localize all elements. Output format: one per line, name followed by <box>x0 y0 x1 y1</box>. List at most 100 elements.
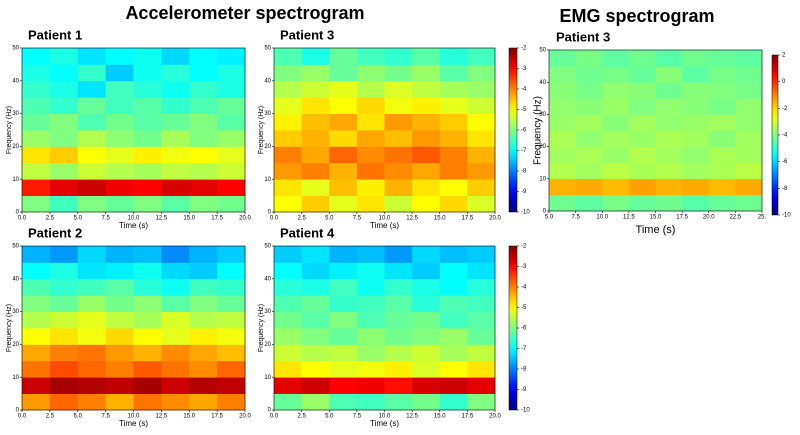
heatmap-cell <box>412 64 441 82</box>
heatmap-cell <box>549 178 577 196</box>
heatmap-cell <box>105 162 134 180</box>
heatmap-cell <box>735 98 763 115</box>
heatmap-cell <box>161 162 190 180</box>
heatmap-cell <box>301 130 330 147</box>
y-tick-label: 30 <box>264 309 271 315</box>
heatmap-cell <box>274 246 303 263</box>
heatmap-cell <box>22 80 51 98</box>
y-tick-label: 50 <box>264 244 271 250</box>
heatmap-cell <box>22 162 51 180</box>
heatmap-cell <box>329 195 358 213</box>
heatmap-cell <box>133 146 162 164</box>
x-tick-label: 10.0 <box>379 216 391 222</box>
colorbar <box>508 47 518 213</box>
heatmap-cell <box>189 360 218 378</box>
heatmap-cell <box>549 82 577 99</box>
heatmap-cell <box>356 311 385 329</box>
heatmap-cell <box>412 146 441 164</box>
heatmap-cell <box>356 48 385 65</box>
heatmap-cell <box>217 97 246 114</box>
heatmap-cell <box>161 295 190 312</box>
heatmap-cell <box>105 80 134 98</box>
heatmap-cell <box>49 377 79 394</box>
x-tick-label: 7.5 <box>353 216 362 222</box>
heatmap-cell <box>602 50 630 67</box>
heatmap-cell <box>217 393 246 411</box>
y-tick-label: 30 <box>539 112 546 118</box>
heatmap-cell <box>356 393 385 411</box>
heatmap-cell <box>575 130 603 147</box>
heatmap-cell <box>161 179 190 196</box>
heatmap-cell <box>735 82 763 99</box>
heatmap-cell <box>22 377 51 394</box>
heatmap-cell <box>189 130 218 147</box>
heatmap-cell <box>655 178 683 196</box>
heatmap <box>22 246 246 411</box>
x-tick-label: 2.5 <box>297 414 306 420</box>
heatmap-cell <box>217 80 246 98</box>
heatmap-cell <box>329 48 358 65</box>
heatmap-cell <box>549 130 577 147</box>
heatmap-cell <box>133 130 162 147</box>
x-tick-label: 15.0 <box>434 414 446 420</box>
heatmap-cell <box>77 97 107 114</box>
heatmap-cell <box>49 328 79 345</box>
heatmap-cell <box>628 98 656 115</box>
heatmap-cell <box>189 162 218 180</box>
x-tick-label: 17.5 <box>462 216 474 222</box>
heatmap-cell <box>133 278 162 296</box>
heatmap-cell <box>467 311 496 329</box>
heatmap-cell <box>105 246 134 263</box>
colorbar-tick-label: -4 <box>782 133 788 139</box>
heatmap-cell <box>467 344 496 362</box>
heatmap-cell <box>77 80 107 98</box>
heatmap-cell <box>274 80 303 98</box>
heatmap-cell <box>161 64 190 82</box>
heatmap-cell <box>412 113 441 131</box>
heatmap-cell <box>22 64 51 82</box>
heatmap-cell <box>329 295 358 312</box>
heatmap-cell <box>301 377 330 394</box>
heatmap-cell <box>77 162 107 180</box>
heatmap-cell <box>682 98 710 115</box>
heatmap-cell <box>384 311 413 329</box>
heatmap-cell <box>412 195 441 213</box>
heatmap-cell <box>412 344 441 362</box>
heatmap-cell <box>467 328 496 345</box>
heatmap-cell <box>301 278 330 296</box>
colorbar-tick-label: -10 <box>521 408 530 414</box>
heatmap-cell <box>467 246 496 263</box>
heatmap-cell <box>356 262 385 280</box>
y-tick-label: 50 <box>12 46 19 52</box>
heatmap-cell <box>628 162 656 180</box>
heatmap-cell <box>708 50 736 67</box>
x-tick-label: 5.0 <box>545 215 554 221</box>
heatmap-cell <box>301 146 330 164</box>
heatmap-cell <box>189 64 218 82</box>
heatmap-cell <box>274 377 303 394</box>
heatmap-cell <box>384 344 413 362</box>
colorbar-tick-label: -3 <box>521 264 527 270</box>
x-tick-label: 25. <box>758 215 767 221</box>
heatmap-cell <box>161 344 190 362</box>
heatmap-cell <box>384 195 413 213</box>
heatmap-cell <box>77 48 107 65</box>
heatmap-cell <box>708 178 736 196</box>
heatmap-cell <box>133 246 162 263</box>
x-axis-label: Time (s) <box>636 224 676 236</box>
heatmap-cell <box>22 344 51 362</box>
heatmap-cell <box>133 328 162 345</box>
heatmap-cell <box>602 162 630 180</box>
heatmap-cell <box>329 162 358 180</box>
heatmap <box>549 50 763 212</box>
heatmap-cell <box>217 64 246 82</box>
heatmap-cell <box>217 246 246 263</box>
heatmap-cell <box>356 377 385 394</box>
y-tick-label: 10 <box>12 375 19 381</box>
x-tick-label: 7.5 <box>571 215 580 221</box>
heatmap-cell <box>49 195 79 213</box>
heading: Accelerometer spectrogram <box>125 3 364 23</box>
heatmap-cell <box>49 146 79 164</box>
heatmap-cell <box>384 162 413 180</box>
heatmap-cell <box>301 162 330 180</box>
